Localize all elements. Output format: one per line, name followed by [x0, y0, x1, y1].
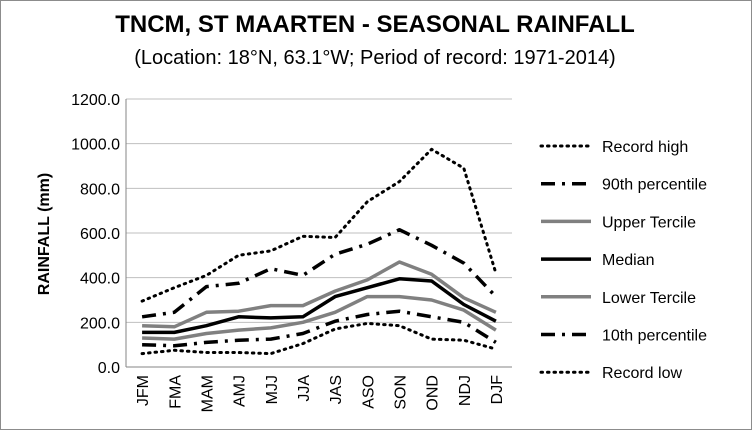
- legend: Record high 90th percentile Upper Tercile M…: [539, 139, 707, 382]
- y-tick-label: 1000.0: [71, 137, 120, 154]
- series-line-record-low: [140, 321, 498, 356]
- series-line-lower-tercile: [142, 294, 497, 341]
- y-tick-label: 0.0: [98, 360, 120, 377]
- x-tick-label: JFM: [135, 375, 152, 406]
- x-tick-label: JJA: [296, 375, 313, 402]
- x-tick-label: AMJ: [232, 375, 249, 407]
- series-line-10th-percentile: [142, 309, 497, 348]
- x-tick-label: NDJ: [457, 375, 474, 406]
- chart-subtitle: (Location: 18°N, 63.1°W; Period of recor…: [134, 47, 615, 69]
- y-tick-label: 400.0: [80, 271, 120, 288]
- legend-label-record-low: Record low: [602, 365, 682, 382]
- x-tick-label: SON: [392, 375, 409, 410]
- y-tick-label: 1200.0: [71, 92, 120, 109]
- x-tick-label: JAS: [328, 375, 345, 404]
- y-tick-label: 800.0: [80, 181, 120, 198]
- legend-label-record-high: Record high: [602, 139, 688, 156]
- y-axis-label: RAINFALL (mm): [36, 173, 53, 295]
- series-lines: [140, 147, 498, 356]
- x-tick-label: MJJ: [264, 375, 281, 404]
- chart-title: TNCM, ST MAARTEN - SEASONAL RAINFALL: [115, 11, 635, 38]
- legend-label-10th-percentile: 10th percentile: [602, 328, 707, 345]
- series-line-90th-percentile: [141, 227, 498, 319]
- series-line-record-high: [140, 147, 498, 303]
- series-line-median: [142, 277, 497, 335]
- x-tick-label: OND: [425, 375, 442, 411]
- y-tick-label: 600.0: [80, 226, 120, 243]
- legend-label-90th-percentile: 90th percentile: [602, 177, 707, 194]
- x-tick-label: ASO: [360, 375, 377, 409]
- legend-label-median: Median: [602, 252, 654, 269]
- x-tick-label: DJF: [489, 375, 506, 405]
- series-line-upper-tercile: [142, 260, 497, 329]
- legend-label-lower-tercile: Lower Tercile: [602, 290, 696, 307]
- x-tick-label: MAM: [199, 375, 216, 412]
- x-tick-labels: JFM FMA MAM AMJ MJJ JJA JAS ASO SON OND NDJ DJF: [135, 375, 506, 413]
- y-tick-labels: 0.0 200.0 400.0 600.0 800.0 1000.0 1200.0: [71, 92, 120, 377]
- gridlines: [125, 98, 512, 368]
- x-tick-label: FMA: [167, 375, 184, 409]
- legend-label-upper-tercile: Upper Tercile: [602, 214, 696, 231]
- y-tick-label: 200.0: [80, 315, 120, 332]
